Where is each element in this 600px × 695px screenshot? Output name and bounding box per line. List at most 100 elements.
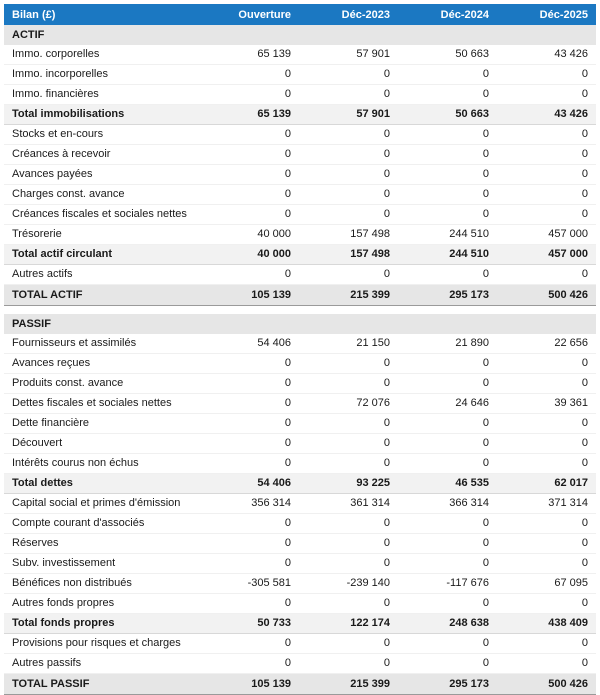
subtotal-row: Total actif circulant 40 000 157 498 244 51…	[4, 244, 596, 265]
table-row: Produits const. avance 0 0 0 0	[4, 373, 596, 394]
row-value-col-2: 0	[299, 204, 398, 225]
row-value-col-4: 0	[497, 373, 596, 394]
subtotal-row: Total immobilisations 65 139 57 901 50 663 4…	[4, 104, 596, 125]
row-value-col-2: 0	[299, 164, 398, 185]
row-value-col-3: -117 676	[398, 573, 497, 594]
row-value-col-2: 57 901	[299, 45, 398, 65]
row-value-col-1: 0	[200, 124, 299, 145]
row-value-col-3: 46 535	[398, 473, 497, 494]
row-value-col-3: 0	[398, 413, 497, 434]
row-value-col-1: 0	[200, 593, 299, 614]
table-row: Fournisseurs et assimilés 54 406 21 150 21 …	[4, 334, 596, 354]
row-value-col-4: 0	[497, 533, 596, 554]
row-value-col-2: 157 498	[299, 224, 398, 245]
row-value-col-4: 0	[497, 413, 596, 434]
row-value-col-3: 21 890	[398, 334, 497, 354]
row-value-col-4: 0	[497, 653, 596, 674]
row-label: Autres fonds propres	[4, 593, 200, 614]
row-value-col-4: 39 361	[497, 393, 596, 414]
table-row: Autres passifs 0 0 0 0	[4, 653, 596, 674]
row-value-col-4: 0	[497, 353, 596, 374]
row-value-col-3: 0	[398, 64, 497, 85]
row-label: Dette financière	[4, 413, 200, 434]
row-value-col-4: 0	[497, 553, 596, 574]
row-value-col-1: 0	[200, 633, 299, 654]
row-value-col-1: 0	[200, 453, 299, 474]
row-value-col-4: 500 426	[497, 673, 596, 695]
table-row: Découvert 0 0 0 0	[4, 433, 596, 454]
row-label: TOTAL PASSIF	[4, 673, 200, 695]
column-header-dec-2023: Déc-2023	[299, 4, 398, 25]
row-label: Total fonds propres	[4, 613, 200, 634]
row-value-col-1: 0	[200, 184, 299, 205]
row-value-col-4: 0	[497, 204, 596, 225]
row-value-col-4: 371 314	[497, 493, 596, 514]
row-value-col-4: 0	[497, 453, 596, 474]
row-value-col-3: 24 646	[398, 393, 497, 414]
row-value-col-1: 0	[200, 553, 299, 574]
row-label: Découvert	[4, 433, 200, 454]
row-value-col-3: 0	[398, 453, 497, 474]
table-row: Compte courant d'associés 0 0 0 0	[4, 513, 596, 534]
row-value-col-3: 295 173	[398, 673, 497, 695]
row-value-col-3: 0	[398, 373, 497, 394]
table-header-row: Bilan (£) Ouverture Déc-2023 Déc-2024 Dé…	[4, 4, 596, 25]
table-row: Trésorerie 40 000 157 498 244 510 457 000	[4, 224, 596, 245]
table-row: Intérêts courus non échus 0 0 0 0	[4, 453, 596, 474]
row-value-col-4: 438 409	[497, 613, 596, 634]
row-value-col-3: 244 510	[398, 224, 497, 245]
row-value-col-3: 0	[398, 633, 497, 654]
row-label: Subv. investissement	[4, 553, 200, 574]
row-value-col-1	[200, 314, 299, 334]
row-value-col-2: 0	[299, 353, 398, 374]
row-value-col-3: 0	[398, 353, 497, 374]
row-value-col-4: 500 426	[497, 284, 596, 306]
row-label: Total dettes	[4, 473, 200, 494]
row-value-col-1: 40 000	[200, 244, 299, 265]
row-value-col-2	[299, 25, 398, 45]
table-header: Bilan (£) Ouverture Déc-2023 Déc-2024 Dé…	[4, 4, 596, 25]
row-label: Intérêts courus non échus	[4, 453, 200, 474]
section-header-row: PASSIF	[4, 314, 596, 334]
row-value-col-1: 40 000	[200, 224, 299, 245]
row-value-col-1: 54 406	[200, 334, 299, 354]
row-value-col-3: 366 314	[398, 493, 497, 514]
row-value-col-3: 0	[398, 264, 497, 285]
row-value-col-1: 0	[200, 164, 299, 185]
row-label: Avances reçues	[4, 353, 200, 374]
row-value-col-4: 0	[497, 84, 596, 105]
spacer-cell	[4, 305, 596, 314]
row-value-col-4: 0	[497, 164, 596, 185]
row-label: Créances fiscales et sociales nettes	[4, 204, 200, 225]
row-value-col-1: 0	[200, 264, 299, 285]
row-label: Dettes fiscales et sociales nettes	[4, 393, 200, 414]
table-row: Provisions pour risques et charges 0 0 0 0	[4, 633, 596, 654]
table-row: Avances payées 0 0 0 0	[4, 164, 596, 185]
row-value-col-3	[398, 25, 497, 45]
row-value-col-4: 0	[497, 513, 596, 534]
row-value-col-1: 105 139	[200, 673, 299, 695]
row-label: Immo. incorporelles	[4, 64, 200, 85]
row-value-col-2: 0	[299, 633, 398, 654]
table-row: Subv. investissement 0 0 0 0	[4, 553, 596, 574]
row-value-col-1: 0	[200, 84, 299, 105]
table-row: Charges const. avance 0 0 0 0	[4, 184, 596, 205]
row-value-col-1: 0	[200, 204, 299, 225]
row-value-col-4: 0	[497, 124, 596, 145]
subtotal-row: Total fonds propres 50 733 122 174 248 638 4…	[4, 613, 596, 634]
column-header-dec-2025: Déc-2025	[497, 4, 596, 25]
table-row: Créances fiscales et sociales nettes 0 0 0 0	[4, 204, 596, 225]
row-value-col-3: 0	[398, 124, 497, 145]
row-value-col-4: 67 095	[497, 573, 596, 594]
row-label: Trésorerie	[4, 224, 200, 245]
row-value-col-1: 356 314	[200, 493, 299, 514]
row-label: Immo. corporelles	[4, 45, 200, 65]
row-value-col-3: 244 510	[398, 244, 497, 265]
row-label: Autres actifs	[4, 264, 200, 285]
row-label: Total actif circulant	[4, 244, 200, 265]
row-value-col-3: 50 663	[398, 104, 497, 125]
row-label: ACTIF	[4, 25, 200, 45]
row-value-col-2: 0	[299, 413, 398, 434]
row-label: Compte courant d'associés	[4, 513, 200, 534]
row-value-col-2: 0	[299, 533, 398, 554]
